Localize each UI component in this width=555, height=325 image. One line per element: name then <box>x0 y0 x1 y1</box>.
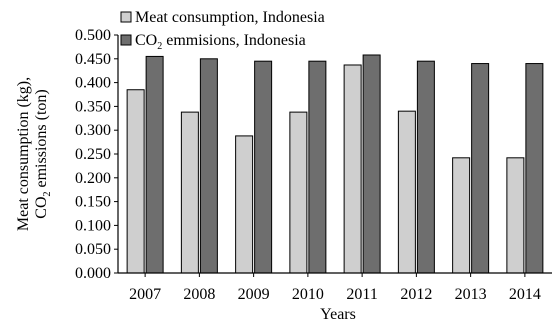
bar-co2-emissions <box>308 60 327 274</box>
y-axis-title-rest: emissions (ton) <box>33 89 50 191</box>
bar-co2-emissions <box>471 63 490 274</box>
legend-label-meat: Meat consumption, Indonesia <box>135 9 325 26</box>
x-axis-ticks: 2007 2008 2009 2010 2011 2012 2013 2014 <box>129 273 541 303</box>
y-axis-title: Meat consumption (kg), CO2 emissions (to… <box>15 77 53 231</box>
y-tick-label: 0.350 <box>75 98 111 115</box>
y-axis-title-co: CO <box>33 196 50 218</box>
bar-meat-consumption <box>343 64 362 274</box>
bar-meat-consumption <box>180 111 199 274</box>
bars <box>126 54 544 274</box>
legend-item-meat: Meat consumption, Indonesia <box>120 9 325 26</box>
bar-meat-consumption <box>452 157 471 274</box>
y-tick-label: 0.000 <box>75 265 111 282</box>
y-tick-label: 0.450 <box>75 51 111 68</box>
legend-swatch-co2 <box>120 34 132 46</box>
bar-co2-emissions <box>199 58 218 274</box>
y-axis-title-line2: CO2 emissions (ton) <box>33 89 53 218</box>
legend-label-co2: CO2 emmisions, Indonesia <box>135 32 306 52</box>
bar-meat-consumption <box>397 110 416 274</box>
x-tick-label: 2011 <box>346 286 377 303</box>
bar-co2-emissions <box>362 54 381 274</box>
x-tick-label: 2007 <box>129 286 161 303</box>
x-tick-label: 2009 <box>238 286 270 303</box>
y-axis-title-subscript: 2 <box>42 191 53 196</box>
legend-label-co2-prefix: CO <box>135 32 157 49</box>
y-tick-label: 0.500 <box>75 27 111 44</box>
bar-meat-consumption <box>289 111 308 274</box>
legend: Meat consumption, Indonesia CO2 emmision… <box>120 9 325 52</box>
bar-meat-consumption <box>506 157 525 274</box>
bar-meat-consumption <box>126 89 145 274</box>
y-tick-label: 0.100 <box>75 217 111 234</box>
y-tick-label: 0.150 <box>75 194 111 211</box>
y-axis-ticks: 0.000 0.050 0.100 0.150 0.200 0.250 0.300 0.350… <box>75 27 118 282</box>
legend-label-co2-suffix: emmisions, Indonesia <box>162 32 306 49</box>
y-tick-label: 0.250 <box>75 146 111 163</box>
y-tick-label: 0.050 <box>75 241 111 258</box>
y-tick-label: 0.300 <box>75 122 111 139</box>
y-axis-title-line1: Meat consumption (kg), <box>15 77 32 231</box>
x-axis-title: Years <box>320 306 356 323</box>
y-tick-label: 0.400 <box>75 75 111 92</box>
x-tick-label: 2010 <box>292 286 324 303</box>
legend-item-co2: CO2 emmisions, Indonesia <box>120 32 306 52</box>
bar-co2-emissions <box>416 60 435 274</box>
legend-swatch-meat <box>120 11 132 23</box>
bar-co2-emissions <box>145 55 164 274</box>
x-tick-label: 2014 <box>509 286 541 303</box>
legend-label-co2-subscript: 2 <box>157 41 162 52</box>
bar-co2-emissions <box>525 63 544 274</box>
x-tick-label: 2008 <box>183 286 215 303</box>
x-tick-label: 2013 <box>455 286 487 303</box>
bar-co2-emissions <box>254 60 273 274</box>
x-tick-label: 2012 <box>400 286 432 303</box>
y-tick-label: 0.200 <box>75 170 111 187</box>
bar-meat-consumption <box>235 135 254 274</box>
